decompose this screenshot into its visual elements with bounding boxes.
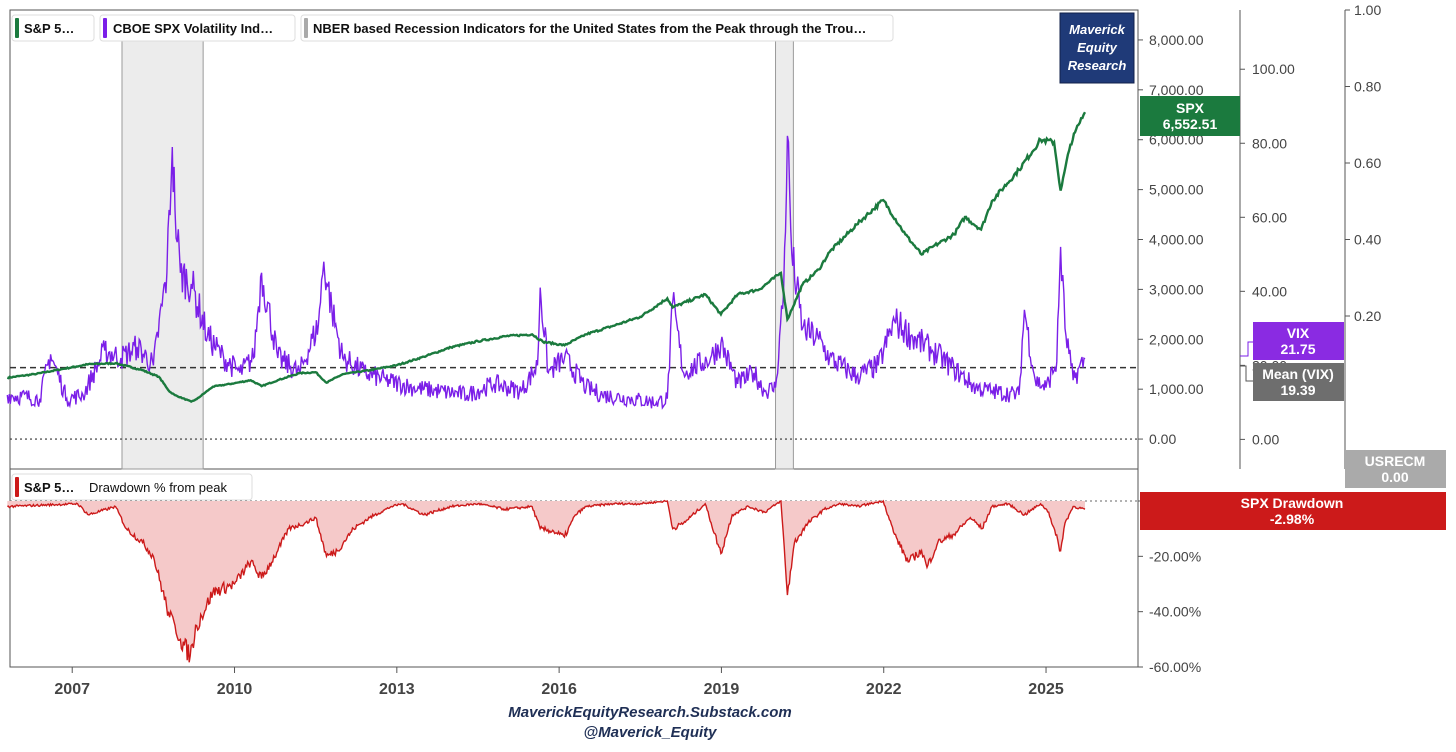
vix-tag-label: VIX [1287,325,1310,341]
usrec-tick-label-3: 0.40 [1354,232,1381,248]
spx-tick-label-7: 1,000.00 [1149,381,1204,397]
spx-axis-ticks: 8,000.007,000.006,000.005,000.004,000.00… [1138,32,1204,447]
drawdown-tag-value: -2.98% [1270,511,1315,527]
legend-spx[interactable]: S&P 5… [11,14,95,42]
spx-tick-label-4: 4,000.00 [1149,232,1204,248]
x-tick-label-2: 2013 [379,681,415,698]
legend-drawdown-label: Drawdown % from peak [89,480,227,495]
brand-line-3: Research [1068,58,1127,73]
drawdown-area [7,500,1086,663]
legend-usrec[interactable]: NBER based Recession Indicators for the … [300,14,894,42]
vix-tick-label-3: 40.00 [1252,283,1287,299]
legend-drawdown-series: S&P 5… [24,480,74,495]
spx-series-line [6,111,1087,403]
spx-tag-label: SPX [1176,100,1205,116]
legend-drawdown[interactable]: S&P 5… Drawdown % from peak [11,473,253,501]
vix-series-line [6,135,1086,410]
usrec-tick-label-0: 1.00 [1354,2,1381,18]
legend-vix[interactable]: CBOE SPX Volatility Ind… [99,14,296,42]
footer-handle[interactable]: @Maverick_Equity [583,724,717,741]
x-tick-label-5: 2022 [866,681,902,698]
brand-line-1: Maverick [1069,22,1125,37]
legend-usrec-label: NBER based Recession Indicators for the … [313,21,866,36]
x-tick-label-1: 2010 [217,681,253,698]
brand-logo: Maverick Equity Research [1059,12,1135,84]
spx-last-value-tag: SPX 6,552.51 [1140,96,1240,136]
drawdown-series-line [7,499,1086,663]
usrec-tick-label-4: 0.20 [1354,308,1381,324]
vix-tick-label-5: 0.00 [1252,431,1279,447]
legend-spx-swatch [15,18,19,38]
legend-vix-label: CBOE SPX Volatility Ind… [113,21,273,36]
recession-bands [121,39,794,470]
vix-mean-tag: Mean (VIX) 19.39 [1240,363,1344,401]
brand-line-2: Equity [1077,40,1117,55]
usrec-axis-ticks: 1.00 0.80 0.60 0.40 0.20 [1345,2,1381,324]
vix-tick-label-0: 100.00 [1252,61,1295,77]
usrec-tag-value: 0.00 [1381,469,1408,485]
vix-mean-tag-label: Mean (VIX) [1262,366,1334,382]
spx-tag-value: 6,552.51 [1163,116,1218,132]
spx-tick-label-1: 7,000.00 [1149,82,1204,98]
vix-mean-tag-value: 19.39 [1280,382,1315,398]
drawdown-tick-label-1: -20.00% [1149,548,1201,564]
spx-tick-label-8: 0.00 [1149,431,1176,447]
spx-tick-label-6: 2,000.00 [1149,331,1204,347]
usrec-tick-label-2: 0.60 [1354,155,1381,171]
spx-tick-label-5: 3,000.00 [1149,281,1204,297]
spx-tick-label-0: 8,000.00 [1149,32,1204,48]
x-tick-label-3: 2016 [541,681,577,698]
vix-last-value-tag: VIX 21.75 [1240,322,1344,360]
usrec-tick-label-1: 0.80 [1354,79,1381,95]
drawdown-tick-label-3: -60.00% [1149,659,1201,675]
vix-tick-label-2: 60.00 [1252,209,1287,225]
x-tick-label-0: 2007 [54,681,90,698]
drawdown-tag-label: SPX Drawdown [1241,495,1344,511]
spx-tick-label-3: 5,000.00 [1149,182,1204,198]
x-tick-label-4: 2019 [704,681,740,698]
legend-usrec-swatch [304,18,308,38]
recession-band-0 [121,39,204,470]
drawdown-tick-label-2: -40.00% [1149,604,1201,620]
usrec-last-value-tag: USRECM 0.00 [1345,450,1446,488]
legend-vix-swatch [103,18,107,38]
x-tick-label-6: 2025 [1028,681,1064,698]
legend-spx-label: S&P 5… [24,21,74,36]
legend-drawdown-swatch [15,477,19,497]
vix-tag-value: 21.75 [1280,341,1315,357]
usrec-tag-label: USRECM [1365,453,1426,469]
vix-tick-label-1: 80.00 [1252,135,1287,151]
footer-url[interactable]: MaverickEquityResearch.Substack.com [508,704,791,721]
x-axis-ticks: 2007 2010 2013 2016 2019 2022 2025 [54,667,1064,698]
drawdown-last-value-tag: SPX Drawdown -2.98% [1140,492,1446,530]
